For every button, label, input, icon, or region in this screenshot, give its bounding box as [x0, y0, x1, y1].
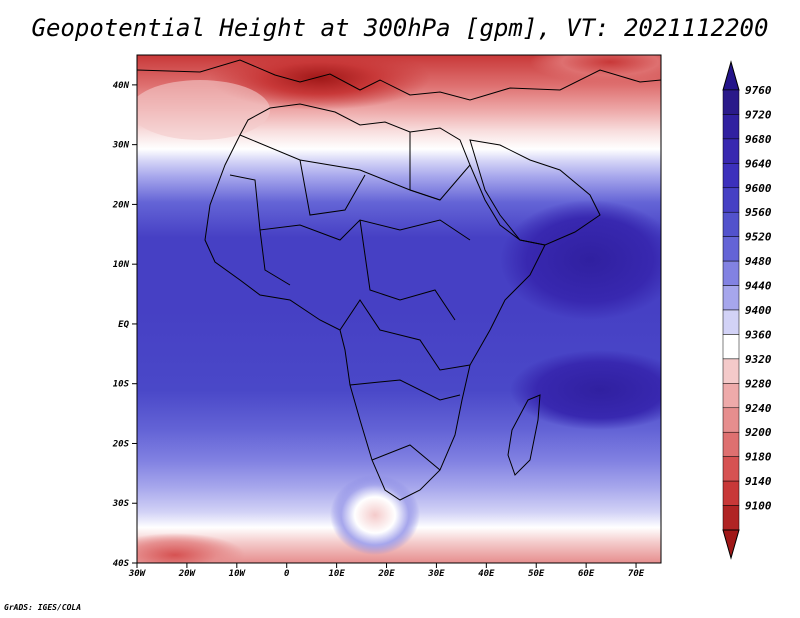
colorbar-swatch: [722, 358, 740, 384]
map-title: Geopotential Height at 300hPa [gpm], VT:…: [31, 14, 769, 42]
colorbar-swatch: [722, 163, 740, 189]
credit-text: GrADS: IGES/COLA: [4, 603, 82, 612]
lat-tick-label: 20N: [112, 200, 130, 210]
colorbar-label: 9280: [745, 377, 772, 390]
colorbar-label: 9600: [745, 182, 772, 195]
longitude-axis: 30W 20W 10W 0 10E 20E 30E 40E 50E 60E 70E: [128, 563, 645, 579]
colorbar-label: 9100: [745, 500, 772, 513]
colorbar-label: 9480: [745, 255, 772, 268]
lat-tick-label: 40S: [113, 559, 130, 569]
lon-tick-label: 30E: [427, 569, 445, 579]
lon-tick-label: 50E: [528, 569, 545, 579]
colorbar-label: 9140: [745, 475, 772, 488]
colorbar-label: 9240: [745, 402, 772, 415]
colorbar-bottom-arrow: [722, 529, 740, 560]
colorbar-label: 9720: [745, 108, 772, 121]
lon-tick-label: 30W: [128, 569, 147, 579]
lon-tick-label: 20W: [178, 569, 197, 579]
lon-tick-label: 40E: [478, 569, 495, 579]
colorbar-label: 9760: [745, 84, 772, 97]
colorbar-label: 9360: [745, 328, 772, 341]
lon-tick-label: 0: [284, 569, 290, 579]
colorbar-label: 9640: [745, 157, 772, 170]
colorbar-top-arrow: [722, 60, 740, 91]
colorbar-label: 9180: [745, 451, 772, 464]
lon-tick-label: 10W: [229, 569, 247, 579]
colorbar-label: 9400: [745, 304, 772, 317]
colorbar-swatch: [722, 334, 740, 360]
colorbar-swatch: [722, 187, 740, 213]
lat-tick-label: 40N: [113, 81, 130, 91]
latitude-axis: 40N 30N 20N 10N EQ 10S 20S 30S 40S: [112, 81, 137, 569]
plot-frame: [136, 54, 662, 564]
lat-tick-label: 30S: [112, 499, 130, 509]
colorbar-swatch: [722, 480, 740, 506]
colorbar-swatch: [722, 260, 740, 286]
colorbar-swatch: [722, 138, 740, 164]
colorbar-label: 9320: [745, 353, 772, 366]
colorbar-swatch: [722, 236, 740, 262]
lat-tick-label: 20S: [112, 439, 130, 449]
coastlines: [137, 59, 661, 501]
colorbar-label: 9440: [745, 280, 772, 293]
colorbar-swatch: [722, 89, 740, 115]
lat-tick-label: EQ: [118, 320, 129, 330]
colorbar-label: 9560: [745, 206, 772, 219]
colorbar-swatch: [722, 309, 740, 335]
colorbar-label: 9680: [745, 133, 772, 146]
lon-tick-label: 70E: [628, 569, 645, 579]
lat-tick-label: 10S: [113, 380, 130, 390]
geopotential-field: [137, 55, 661, 563]
colorbar-swatch: [722, 114, 740, 140]
colorbar-swatch: [722, 505, 740, 531]
colorbar-swatch: [722, 456, 740, 482]
colorbar-swatch: [722, 431, 740, 457]
lon-tick-label: 10E: [328, 569, 345, 579]
colorbar-label: 9200: [745, 426, 772, 439]
lon-tick-label: 20E: [377, 569, 395, 579]
colorbar: 9760 9720 9680 9640 9600 9560 9520 9480 9440 9400…: [722, 60, 772, 560]
colorbar-label: 9520: [745, 231, 772, 244]
colorbar-swatch: [722, 383, 740, 409]
lat-tick-label: 10N: [113, 260, 130, 270]
lat-tick-label: 30N: [112, 141, 130, 151]
colorbar-swatch: [722, 407, 740, 433]
colorbar-swatch: [722, 285, 740, 311]
colorbar-swatch: [722, 211, 740, 237]
lon-tick-label: 60E: [578, 569, 595, 579]
